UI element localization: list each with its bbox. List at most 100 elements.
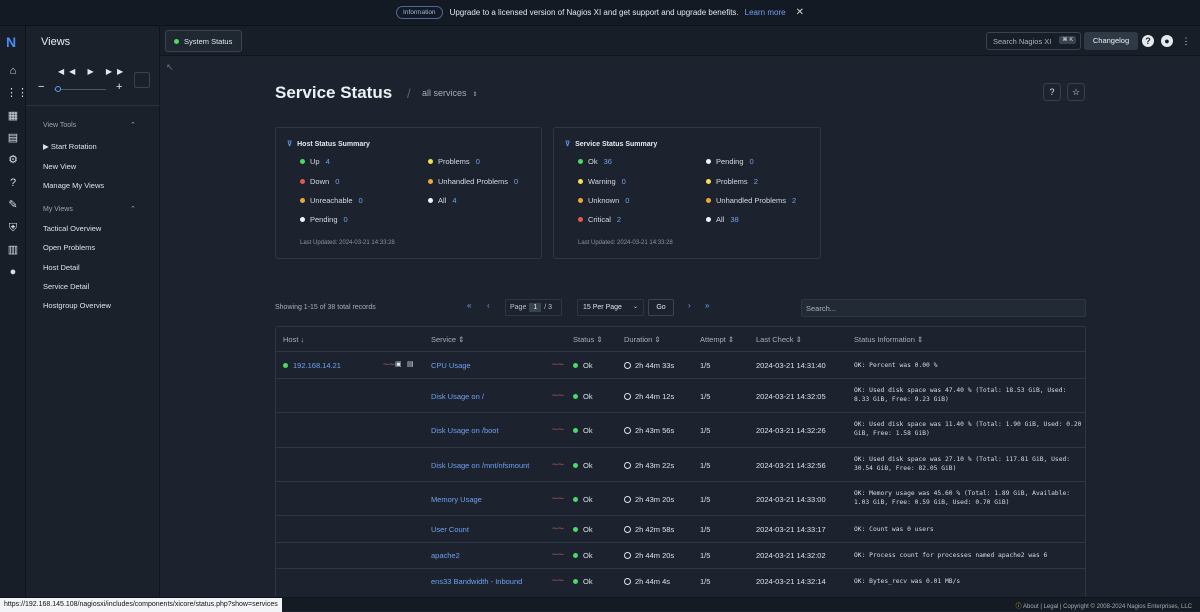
table-search-input[interactable]: Search... — [801, 299, 1086, 317]
host-all[interactable]: All 4 — [428, 196, 457, 205]
view-selector[interactable]: all services ⇕ — [422, 88, 478, 98]
graph-icon[interactable]: ⁓⁓ — [552, 427, 564, 433]
graph-icon[interactable]: ⁓⁓ — [552, 362, 564, 368]
per-page-select[interactable]: 15 Per Page ⌄ — [577, 299, 644, 316]
rotation-toggle[interactable] — [134, 72, 150, 88]
chevron-up-icon[interactable]: ⌃ — [130, 206, 136, 213]
chevron-up-icon[interactable]: ⌃ — [130, 122, 136, 129]
home-icon[interactable]: ⌂ — [9, 65, 17, 77]
count[interactable]: 0 — [749, 157, 754, 166]
my-views-heading[interactable]: My Views — [43, 206, 73, 213]
help-icon[interactable]: ? — [9, 177, 17, 189]
changelog-button[interactable]: Changelog — [1084, 32, 1138, 50]
grid-icon[interactable]: ⋮⋮ — [6, 87, 28, 99]
count[interactable]: 2 — [616, 215, 622, 224]
graph-icon[interactable]: ⁓⁓ — [552, 526, 564, 532]
sidebar-item-open-problems[interactable]: Open Problems — [43, 243, 96, 252]
page-number[interactable]: 1 — [529, 303, 542, 312]
count[interactable]: 36 — [603, 157, 612, 166]
sidebar-item-hostgroup-overview[interactable]: Hostgroup Overview — [43, 301, 111, 310]
service-link[interactable]: Memory Usage — [431, 495, 482, 504]
banner-close-icon[interactable]: ✕ — [795, 7, 804, 18]
col-service[interactable]: Service ⇕ — [431, 335, 465, 344]
legal-link[interactable]: Legal — [1043, 604, 1059, 610]
nagios-logo[interactable]: N — [6, 34, 17, 50]
col-attempt[interactable]: Attempt ⇕ — [700, 335, 735, 344]
col-host[interactable]: Host ↓ — [283, 335, 305, 344]
filter-icon[interactable]: ⊽ — [565, 141, 571, 148]
service-link[interactable]: Disk Usage on /mnt/nfsmount — [431, 461, 530, 470]
service-link[interactable]: CPU Usage — [431, 361, 471, 370]
chart-icon[interactable]: ▤ — [7, 132, 19, 144]
about-link[interactable]: About — [1022, 604, 1039, 610]
prev-page-icon[interactable]: ‹ — [487, 301, 490, 310]
service-pending[interactable]: Pending 0 — [706, 157, 754, 166]
service-link[interactable]: User Count — [431, 525, 469, 534]
sidebar-item-manage-views[interactable]: Manage My Views — [43, 181, 105, 190]
help-icon[interactable]: ? — [1142, 35, 1154, 47]
help-icon[interactable]: ? — [1043, 83, 1061, 101]
tab-system-status[interactable]: System Status — [165, 30, 242, 52]
col-duration[interactable]: Duration ⇕ — [624, 335, 661, 344]
save-icon[interactable]: ▣ — [395, 361, 402, 368]
zoom-slider[interactable]: − + — [38, 81, 130, 95]
sidebar-item-new-view[interactable]: New View — [43, 162, 77, 171]
sidebar-item-service-detail[interactable]: Service Detail — [43, 282, 90, 291]
learn-more-link[interactable]: Learn more — [744, 8, 786, 17]
zoom-track[interactable] — [54, 89, 106, 90]
host-up[interactable]: Up 4 — [300, 157, 330, 166]
filter-icon[interactable]: ⊽ — [287, 141, 293, 148]
document-icon[interactable]: ▤ — [407, 361, 414, 368]
col-status[interactable]: Status ⇕ — [573, 335, 603, 344]
col-status-info[interactable]: Status Information ⇕ — [854, 335, 924, 344]
user-icon[interactable]: ● — [1161, 35, 1173, 47]
building-icon[interactable]: ▥ — [7, 244, 19, 256]
graph-icon[interactable]: ⁓⁓ — [552, 393, 564, 399]
service-link[interactable]: Disk Usage on /boot — [431, 426, 499, 435]
count[interactable]: 0 — [358, 196, 363, 205]
dashboard-icon[interactable]: ▦ — [7, 110, 19, 122]
service-warning[interactable]: Warning 0 — [578, 177, 626, 186]
sidebar-item-host-detail[interactable]: Host Detail — [43, 263, 80, 272]
next-page-icon[interactable]: › — [688, 301, 691, 310]
page-input[interactable]: Page 1/ 3 — [505, 299, 562, 316]
count[interactable]: 2 — [753, 177, 758, 186]
wrench-icon[interactable]: ✎ — [8, 199, 18, 211]
star-icon[interactable]: ☆ — [1067, 83, 1085, 101]
graph-icon[interactable]: ⁓⁓ — [552, 496, 564, 502]
service-ok[interactable]: Ok 36 — [578, 157, 612, 166]
shield-icon[interactable]: ⛨ — [8, 222, 18, 234]
zoom-knob[interactable] — [55, 86, 61, 92]
service-problems[interactable]: Problems 2 — [706, 177, 758, 186]
count[interactable]: 0 — [514, 177, 519, 186]
sidebar-item-tactical-overview[interactable]: Tactical Overview — [43, 224, 102, 233]
gear-icon[interactable]: ⚙ — [8, 154, 18, 166]
rotation-player-controls[interactable]: ◀◀ ▶ ▶▶ — [58, 67, 129, 76]
zoom-out-button[interactable]: − — [38, 81, 45, 93]
zoom-in-button[interactable]: + — [116, 81, 123, 93]
service-critical[interactable]: Critical 2 — [578, 215, 621, 224]
count[interactable]: 38 — [730, 215, 739, 224]
host-cell[interactable]: 192.168.14.21 — [283, 361, 341, 370]
count[interactable]: 0 — [625, 196, 630, 205]
count[interactable]: 0 — [343, 215, 348, 224]
host-problems[interactable]: Problems 0 — [428, 157, 480, 166]
go-button[interactable]: Go — [648, 299, 674, 316]
count[interactable]: 0 — [475, 157, 480, 166]
host-pending[interactable]: Pending 0 — [300, 215, 348, 224]
graph-icon[interactable]: ⁓⁓ — [552, 462, 564, 468]
first-page-icon[interactable]: « — [467, 301, 472, 310]
host-link[interactable]: 192.168.14.21 — [293, 361, 341, 370]
view-tools-heading[interactable]: View Tools — [43, 122, 77, 129]
service-link[interactable]: apache2 — [431, 551, 460, 560]
service-all[interactable]: All 38 — [706, 215, 739, 224]
col-last-check[interactable]: Last Check ⇕ — [756, 335, 802, 344]
graph-icon[interactable]: ⁓⁓ — [383, 362, 395, 368]
collapse-arrow-icon[interactable]: ↖ — [166, 62, 174, 72]
host-unreachable[interactable]: Unreachable 0 — [300, 196, 363, 205]
service-link[interactable]: ens33 Bandwidth - Inbound — [431, 577, 523, 586]
service-link[interactable]: Disk Usage on / — [431, 392, 484, 401]
user-icon[interactable]: ● — [9, 266, 17, 278]
count[interactable]: 0 — [335, 177, 340, 186]
service-unhandled-problems[interactable]: Unhandled Problems 2 — [706, 196, 796, 205]
